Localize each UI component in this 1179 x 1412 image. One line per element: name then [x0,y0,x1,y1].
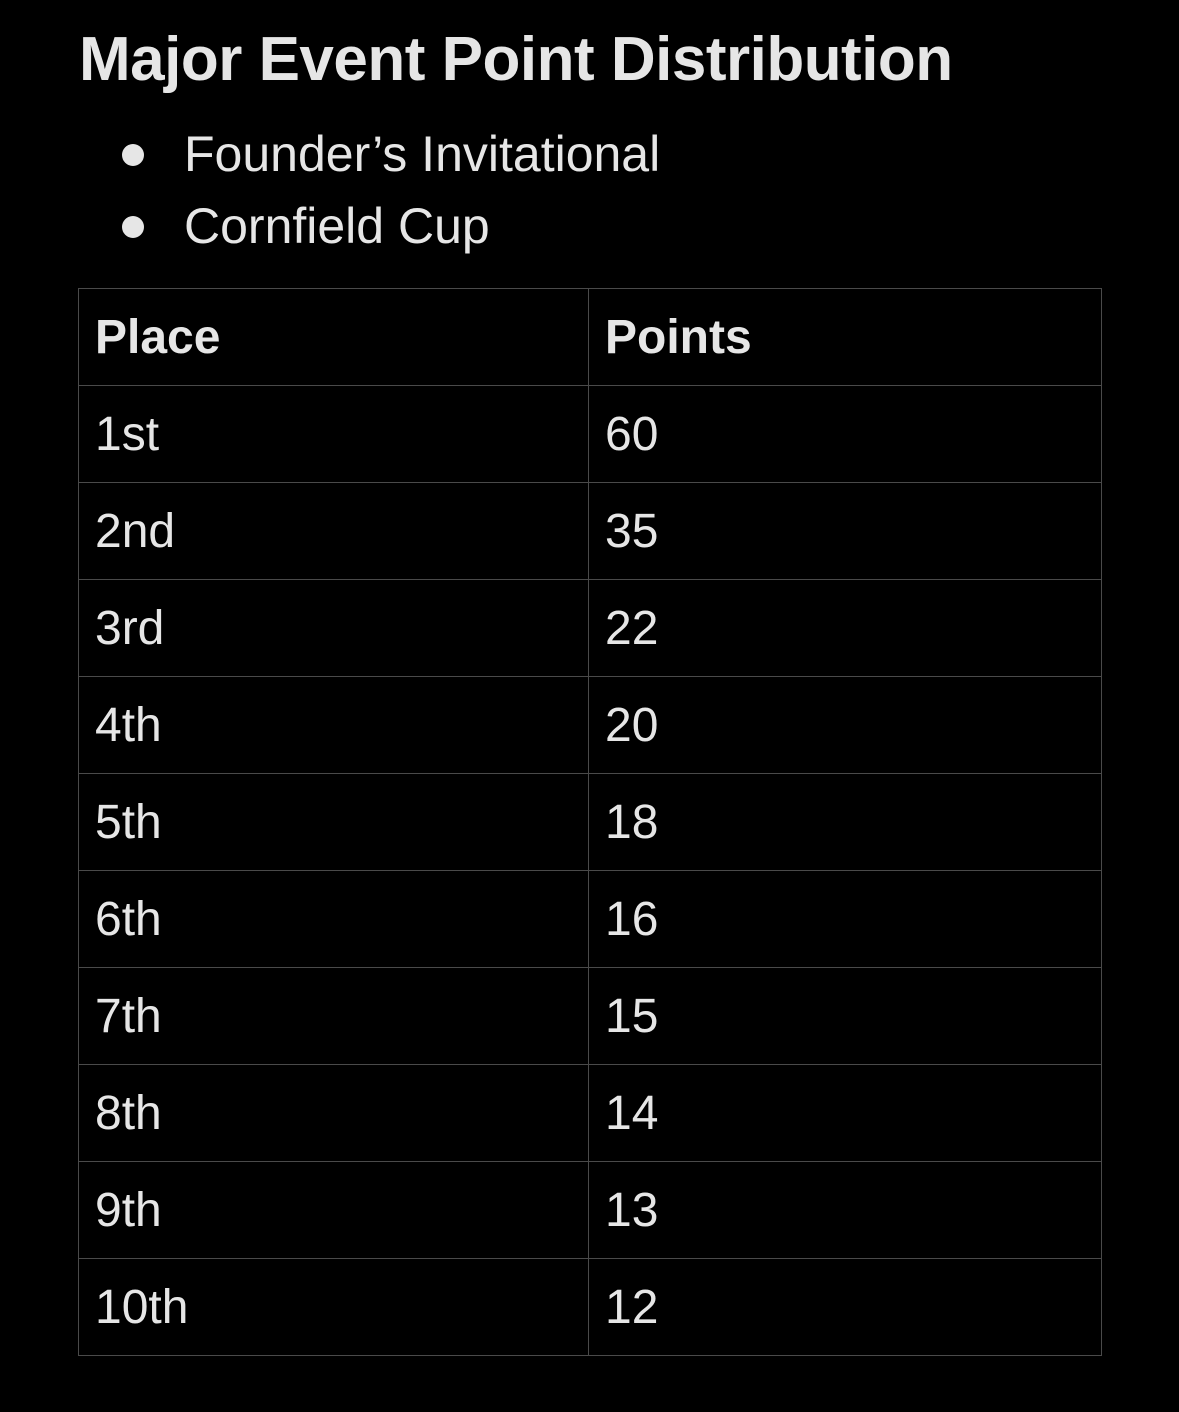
table-row: 1st 60 [78,385,1102,483]
table-row: 8th 14 [78,1064,1102,1162]
points-cell: 60 [588,385,1102,483]
place-cell: 6th [78,870,589,968]
points-cell: 22 [588,579,1102,677]
place-cell: 10th [78,1258,589,1356]
place-column-header: Place [78,288,589,386]
points-cell: 15 [588,967,1102,1065]
points-cell: 18 [588,773,1102,871]
table-header-row: Place Points [78,288,1102,386]
place-cell: 8th [78,1064,589,1162]
table-row: 3rd 22 [78,579,1102,677]
table-row: 10th 12 [78,1258,1102,1356]
bullet-icon [122,216,144,238]
points-cell: 16 [588,870,1102,968]
event-label: Founder’s Invitational [184,126,661,182]
table-row: 5th 18 [78,773,1102,871]
event-list: Founder’s Invitational Cornfield Cup [0,118,1000,262]
points-cell: 35 [588,482,1102,580]
event-label: Cornfield Cup [184,198,490,254]
points-cell: 20 [588,676,1102,774]
points-cell: 14 [588,1064,1102,1162]
table-row: 2nd 35 [78,482,1102,580]
place-cell: 4th [78,676,589,774]
bullet-icon [122,144,144,166]
place-cell: 1st [78,385,589,483]
list-item-event: Founder’s Invitational [0,118,1000,190]
page-title: Major Event Point Distribution [79,25,953,94]
points-column-header: Points [588,288,1102,386]
place-cell: 3rd [78,579,589,677]
place-cell: 5th [78,773,589,871]
table-row: 9th 13 [78,1161,1102,1259]
table-row: 6th 16 [78,870,1102,968]
place-cell: 7th [78,967,589,1065]
list-item-event: Cornfield Cup [0,190,1000,262]
points-cell: 12 [588,1258,1102,1356]
points-table: Place Points 1st 60 2nd 35 3rd 22 4th 20… [78,288,1102,1356]
place-cell: 2nd [78,482,589,580]
table-row: 4th 20 [78,676,1102,774]
place-cell: 9th [78,1161,589,1259]
table-row: 7th 15 [78,967,1102,1065]
points-cell: 13 [588,1161,1102,1259]
